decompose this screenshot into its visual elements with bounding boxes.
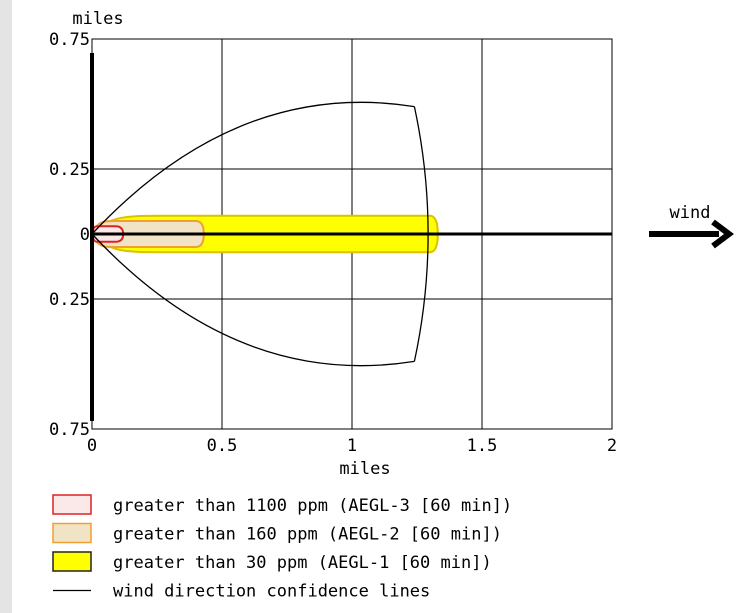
wind-label: wind bbox=[670, 203, 711, 223]
x-axis-label: miles bbox=[339, 459, 390, 479]
wind-arrow-head bbox=[711, 219, 734, 249]
x-tick-label: 1.5 bbox=[467, 436, 498, 456]
x-tick-label: 1 bbox=[347, 436, 357, 456]
legend-label: greater than 160 ppm (AEGL-2 [60 min]) bbox=[113, 525, 502, 545]
x-tick-label: 0.5 bbox=[207, 436, 238, 456]
legend-label: wind direction confidence lines bbox=[113, 582, 430, 602]
y-tick-label: 0.25 bbox=[49, 290, 90, 310]
x-tick-label: 2 bbox=[607, 436, 617, 456]
confidence-line-lower bbox=[91, 233, 415, 367]
tick-labels: 0 0.5 1 1.5 2 0.75 0.25 0 0.25 0.75 bbox=[49, 30, 617, 456]
legend-swatch bbox=[52, 551, 92, 572]
y-tick-label: 0.75 bbox=[49, 30, 90, 50]
legend-label: greater than 1100 ppm (AEGL-3 [60 min]) bbox=[113, 496, 512, 516]
legend-swatch bbox=[52, 522, 92, 544]
legend-label: greater than 30 ppm (AEGL-1 [60 min]) bbox=[113, 553, 492, 573]
y-tick-label: 0 bbox=[80, 225, 90, 245]
x-tick-label: 0 bbox=[87, 436, 97, 456]
wind-indicator: wind bbox=[649, 203, 734, 249]
y-tick-label: 0.75 bbox=[49, 420, 90, 440]
y-tick-label: 0.25 bbox=[49, 160, 90, 180]
axes bbox=[90, 53, 612, 421]
y-axis-label: miles bbox=[72, 9, 123, 29]
left-panel-edge bbox=[0, 0, 12, 613]
confidence-line-upper bbox=[91, 101, 415, 235]
legend-swatch bbox=[52, 494, 92, 515]
legend: greater than 1100 ppm (AEGL-3 [60 min]) g… bbox=[52, 494, 512, 602]
